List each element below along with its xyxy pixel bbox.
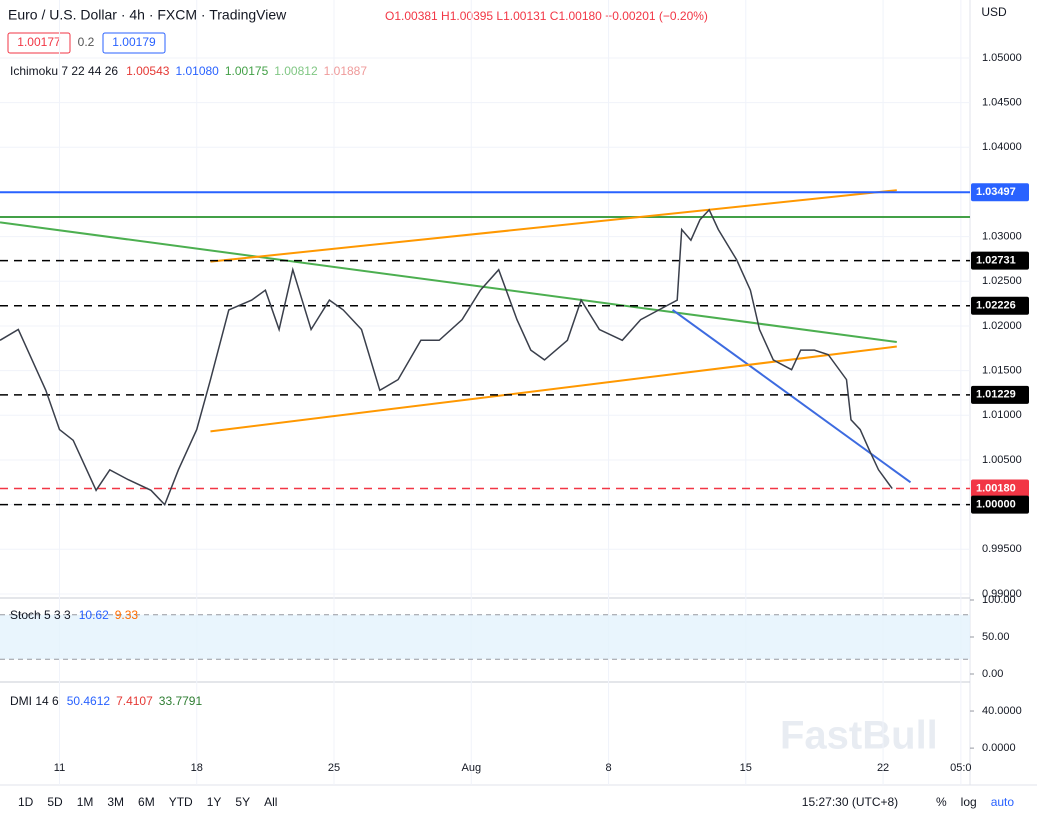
y-tick-label: 1.02000	[982, 320, 1022, 332]
pane-title: Stoch 5 3 3	[10, 608, 71, 622]
range-button[interactable]: All	[264, 795, 277, 809]
bid[interactable]: 1.00177	[17, 35, 61, 49]
indicator-value: 1.00175	[225, 64, 269, 78]
trend-line	[210, 345, 897, 433]
pane-value: 50.4612	[67, 694, 111, 708]
y-tick-label: 1.01500	[982, 365, 1022, 377]
range-button[interactable]: 1D	[18, 795, 34, 809]
price-line	[0, 208, 893, 506]
level-tag	[971, 183, 1029, 202]
x-tick-label: 22	[877, 762, 889, 774]
pane-value: 7.4107	[116, 694, 153, 708]
level-label: 1.02731	[976, 255, 1016, 267]
level-label: 1.03497	[976, 186, 1016, 198]
level-tag	[971, 495, 1029, 514]
y-tick-label: 0.00	[982, 668, 1003, 680]
level-label: 1.00000	[976, 499, 1016, 511]
y-tick-label: 1.00500	[982, 454, 1022, 466]
y-tick-label: 1.05000	[982, 52, 1022, 64]
option-button[interactable]: log	[961, 795, 977, 809]
indicator-value: 1.01080	[175, 64, 219, 78]
trend-line	[210, 189, 897, 263]
pane-value: 9.33	[115, 608, 139, 622]
level-label: 1.00180	[976, 482, 1016, 494]
y-tick-label: 40.0000	[982, 705, 1022, 717]
y-tick-label: 0.0000	[982, 742, 1016, 754]
x-tick-label: 8	[605, 762, 611, 774]
range-button[interactable]: 3M	[107, 795, 124, 809]
indicator-value: 1.01887	[324, 64, 368, 78]
y-tick-label: 1.02500	[982, 275, 1022, 287]
y-tick-label: 1.01000	[982, 409, 1022, 421]
range-button[interactable]: 5Y	[235, 795, 250, 809]
y-tick-label: 0.99000	[982, 588, 1022, 600]
y-tick-label: 1.03000	[982, 231, 1022, 243]
pane-value: 33.7791	[159, 694, 203, 708]
pane-title: DMI 14 6	[10, 694, 59, 708]
range-button[interactable]: YTD	[169, 795, 193, 809]
range-button[interactable]: 1M	[77, 795, 94, 809]
symbol-title: Euro / U.S. Dollar · 4h · FXCM · Trading…	[8, 7, 287, 23]
x-tick-label: Aug	[461, 762, 481, 774]
indicator-value: 1.00543	[126, 64, 170, 78]
level-label: 1.01229	[976, 389, 1016, 401]
y-tick-label: 1.04500	[982, 97, 1022, 109]
x-tick-label: 15	[740, 762, 752, 774]
level-tag	[971, 479, 1029, 498]
level-label: 1.02226	[976, 300, 1016, 312]
x-tick-label: 25	[328, 762, 340, 774]
y-tick-label: 1.04000	[982, 141, 1022, 153]
y-tick-label: 0.99500	[982, 543, 1022, 555]
ask[interactable]: 1.00179	[112, 35, 156, 49]
y-tick-label: 100.00	[982, 594, 1016, 606]
indicator-value: 1.00812	[274, 64, 318, 78]
level-tag	[971, 251, 1029, 270]
clock: 15:27:30 (UTC+8)	[802, 795, 898, 809]
indicator-title: Ichimoku 7 22 44 26	[10, 64, 118, 78]
watermark: FastBull	[780, 714, 938, 758]
level-tag	[971, 385, 1029, 404]
y-tick-label: 50.00	[982, 631, 1010, 643]
range-button[interactable]: 6M	[138, 795, 155, 809]
spread: 0.2	[78, 35, 95, 49]
bid-box[interactable]	[7, 32, 71, 54]
range-button[interactable]: 5D	[47, 795, 63, 809]
pane-value: 10.62	[79, 608, 109, 622]
x-tick-label: 18	[191, 762, 203, 774]
trend-line	[0, 221, 897, 344]
x-tick-label: 05:0	[950, 762, 971, 774]
level-tag	[971, 296, 1029, 315]
ask-box[interactable]	[102, 32, 166, 54]
range-button[interactable]: 1Y	[207, 795, 222, 809]
stoch-band	[0, 614, 970, 660]
ohlc: O1.00381 H1.00395 L1.00131 C1.00180 −0.0…	[385, 9, 708, 23]
x-tick-label: 11	[54, 762, 65, 774]
option-button[interactable]: auto	[991, 795, 1015, 809]
currency[interactable]: USD	[981, 5, 1007, 19]
option-button[interactable]: %	[936, 795, 947, 809]
